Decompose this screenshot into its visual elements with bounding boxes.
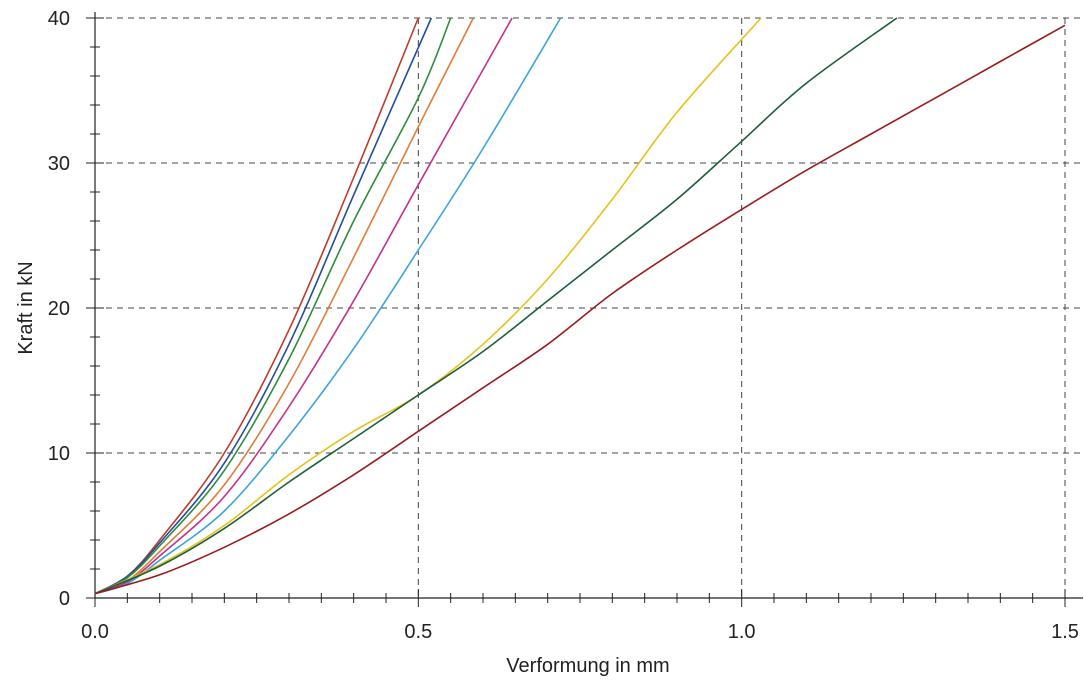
x-tick-label: 1.5 [1051, 621, 1079, 643]
y-tick-label: 40 [48, 8, 70, 30]
series-line-1 [94, 17, 420, 595]
series-group [94, 17, 1066, 595]
series-line-6 [94, 17, 562, 595]
y-tick-label: 30 [48, 153, 70, 175]
tick-labels: 0 10 20 30 40 0.0 0.5 1.0 1.5 [48, 8, 1079, 643]
grid [95, 17, 1083, 598]
axes [86, 12, 1083, 607]
x-tick-label: 1.0 [728, 621, 756, 643]
x-tick-label: 0.0 [81, 621, 109, 643]
y-tick-label: 20 [48, 298, 70, 320]
series-line-2 [94, 17, 433, 595]
y-tick-label: 10 [48, 443, 70, 465]
series-line-9 [94, 24, 1066, 595]
x-tick-label: 0.5 [404, 621, 432, 643]
y-axis-label: Kraft in kN [15, 261, 37, 354]
y-tick-label: 0 [59, 588, 70, 610]
x-axis-label: Verformung in mm [506, 655, 669, 677]
series-line-5 [94, 17, 513, 595]
series-line-4 [94, 17, 475, 595]
series-line-3 [94, 17, 452, 595]
series-line-8 [94, 17, 898, 595]
